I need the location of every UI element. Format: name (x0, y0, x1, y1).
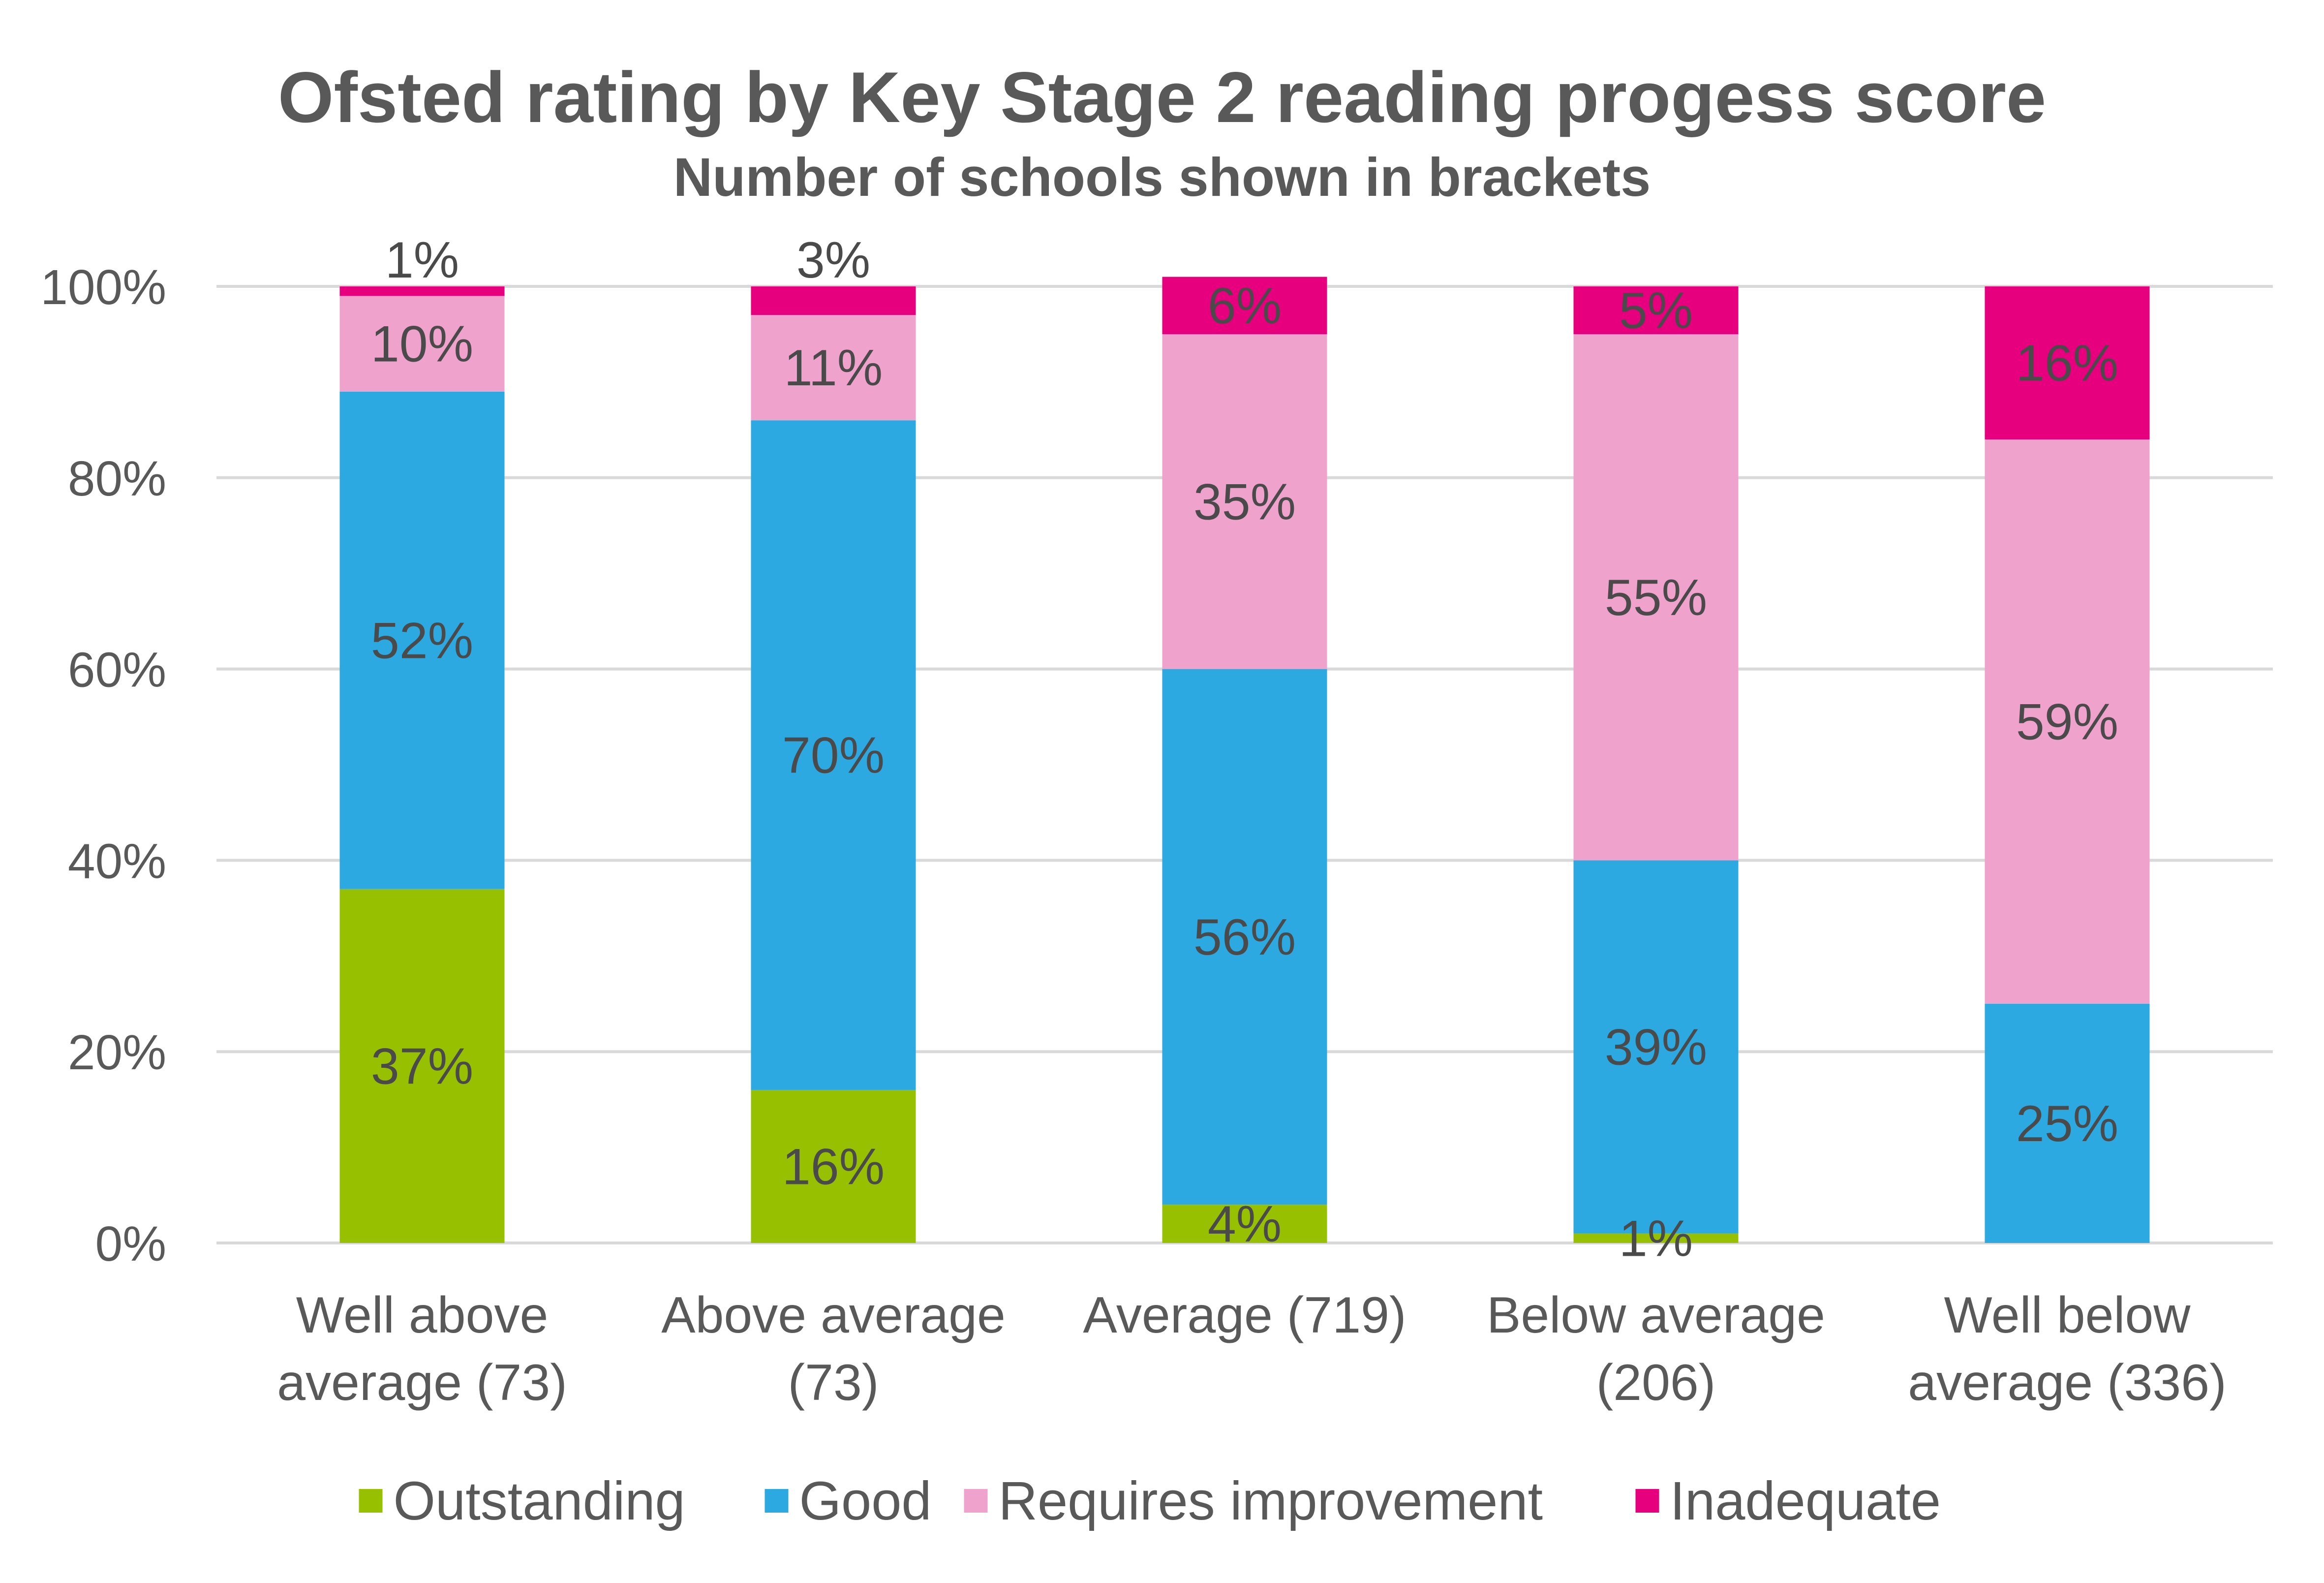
bar-segment (1573, 286, 1739, 335)
data-label: 5% (1619, 282, 1693, 340)
y-axis-ticks: 0% 20% 40% 60% 80% 100% (40, 260, 166, 1272)
x-category-label: Below average (1487, 1287, 1825, 1344)
legend: Outstanding Good Requires improvement Inade… (359, 1471, 1941, 1531)
y-tick-label: 100% (40, 260, 166, 315)
chart-title: Ofsted rating by Key Stage 2 reading pro… (278, 57, 2046, 137)
y-tick-label: 60% (68, 643, 166, 698)
data-label: 3% (796, 232, 870, 289)
bar-segment (339, 889, 505, 1243)
data-label: 16% (782, 1138, 885, 1195)
data-label: 6% (1208, 278, 1282, 335)
y-tick-label: 0% (95, 1216, 166, 1272)
bar-segment (751, 420, 916, 1090)
legend-label: Requires improvement (999, 1471, 1543, 1531)
bar-segment (1573, 1233, 1739, 1243)
data-label: 55% (1605, 569, 1707, 626)
data-label: 11% (784, 340, 883, 397)
x-category-label: Average (719) (1083, 1287, 1406, 1344)
legend-swatch (964, 1489, 988, 1513)
bar-segment (339, 296, 505, 392)
legend-item: Requires improvement (964, 1471, 1543, 1531)
data-label: 1% (385, 232, 459, 289)
legend-item: Outstanding (359, 1471, 685, 1531)
data-label: 52% (371, 612, 473, 669)
x-axis-categories: Well above average (73) Above average (73) A… (277, 1287, 2227, 1411)
x-category-label: Well above (296, 1287, 549, 1344)
data-label: 59% (2016, 694, 2118, 751)
y-tick-label: 80% (68, 451, 166, 506)
data-labels: 37% 52% 10% 1% 16% 70% 11% 3% 4% 56% 35% 6% 1% 39% 55%… (371, 232, 2118, 1267)
data-label: 39% (1605, 1019, 1707, 1076)
bar-segment (1573, 334, 1739, 861)
x-category-label: Well below (1944, 1287, 2191, 1344)
legend-label: Outstanding (394, 1471, 685, 1531)
x-category-label: average (73) (277, 1354, 567, 1411)
legend-label: Inadequate (1670, 1471, 1941, 1531)
legend-swatch (1635, 1489, 1659, 1513)
bar-segment (1162, 1205, 1327, 1243)
legend-swatch (359, 1489, 383, 1513)
data-label: 25% (2016, 1095, 2118, 1152)
bar-segment (339, 391, 505, 889)
y-tick-label: 20% (68, 1025, 166, 1080)
data-label: 35% (1193, 473, 1296, 530)
bar-segment (1573, 860, 1739, 1234)
bar-segment (751, 1089, 916, 1243)
bar-segment (339, 286, 505, 296)
x-category-label: (73) (788, 1354, 879, 1411)
bar-segment (1985, 1004, 2150, 1243)
bar-segment (751, 286, 916, 315)
bar-segment (1162, 277, 1327, 335)
x-category-label: Above average (661, 1287, 1006, 1344)
data-label: 56% (1193, 909, 1296, 966)
bar-segment (1985, 439, 2150, 1004)
data-label: 10% (371, 316, 473, 373)
data-label: 4% (1208, 1196, 1282, 1253)
y-tick-label: 40% (68, 834, 166, 889)
chart-subtitle: Number of schools shown in brackets (673, 147, 1651, 208)
legend-label: Good (799, 1471, 932, 1531)
data-label: 16% (2016, 335, 2118, 392)
data-label: 1% (1619, 1210, 1693, 1267)
data-label: 70% (782, 727, 885, 784)
data-label: 37% (371, 1038, 473, 1095)
legend-swatch (764, 1489, 789, 1513)
legend-item: Good (764, 1471, 932, 1531)
legend-item: Inadequate (1635, 1471, 1941, 1531)
bar-segment (1985, 286, 2150, 440)
bar-segment (751, 315, 916, 421)
bars (339, 277, 2150, 1243)
x-category-label: average (336) (1908, 1354, 2227, 1411)
bar-segment (1162, 334, 1327, 669)
bar-segment (1162, 669, 1327, 1205)
x-category-label: (206) (1596, 1354, 1716, 1411)
